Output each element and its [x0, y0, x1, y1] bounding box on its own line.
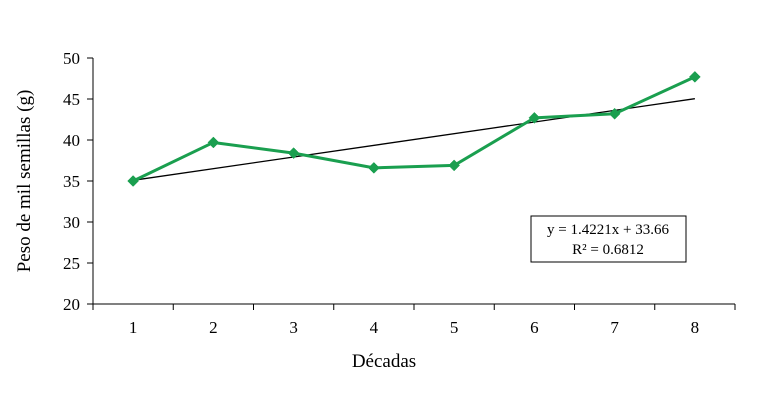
- equation-box-frame: [530, 215, 687, 263]
- y-tick-label: 45: [63, 90, 80, 109]
- x-tick-label: 3: [289, 318, 298, 337]
- trendline: [133, 98, 695, 181]
- data-point: [448, 159, 460, 172]
- x-tick-label: 7: [610, 318, 619, 337]
- series-line: [132, 75, 696, 183]
- y-tick-label: 50: [63, 49, 80, 68]
- x-tick-label: 1: [129, 318, 138, 337]
- y-tick-label: 40: [63, 131, 80, 150]
- r-squared-text: R² = 0.6812: [572, 242, 644, 258]
- data-point: [287, 147, 300, 159]
- data-point: [608, 107, 621, 120]
- y-tick-label: 30: [63, 213, 80, 232]
- x-tick-label: 8: [691, 318, 700, 337]
- data-point: [689, 71, 701, 83]
- data-point: [127, 175, 139, 187]
- y-axis-title: Peso de mil semillas (g): [14, 90, 35, 273]
- y-tick-label: 35: [63, 172, 80, 191]
- data-point: [528, 112, 541, 124]
- x-tick-label: 6: [530, 318, 539, 337]
- data-point: [207, 136, 220, 149]
- x-tick-label: 5: [450, 318, 459, 337]
- equation-box: y = 1.4221x + 33.66 R² = 0.6812: [530, 215, 687, 263]
- y-tick-label: 20: [63, 295, 80, 314]
- trendline-group: [133, 98, 695, 181]
- x-tick-label: 4: [370, 318, 379, 337]
- equation-text: y = 1.4221x + 33.66: [547, 222, 669, 238]
- x-axis-title: Décadas: [352, 351, 416, 372]
- data-point: [368, 162, 380, 174]
- y-tick-label: 25: [63, 254, 80, 273]
- x-tick-label: 2: [209, 318, 218, 337]
- series-group: [127, 71, 701, 187]
